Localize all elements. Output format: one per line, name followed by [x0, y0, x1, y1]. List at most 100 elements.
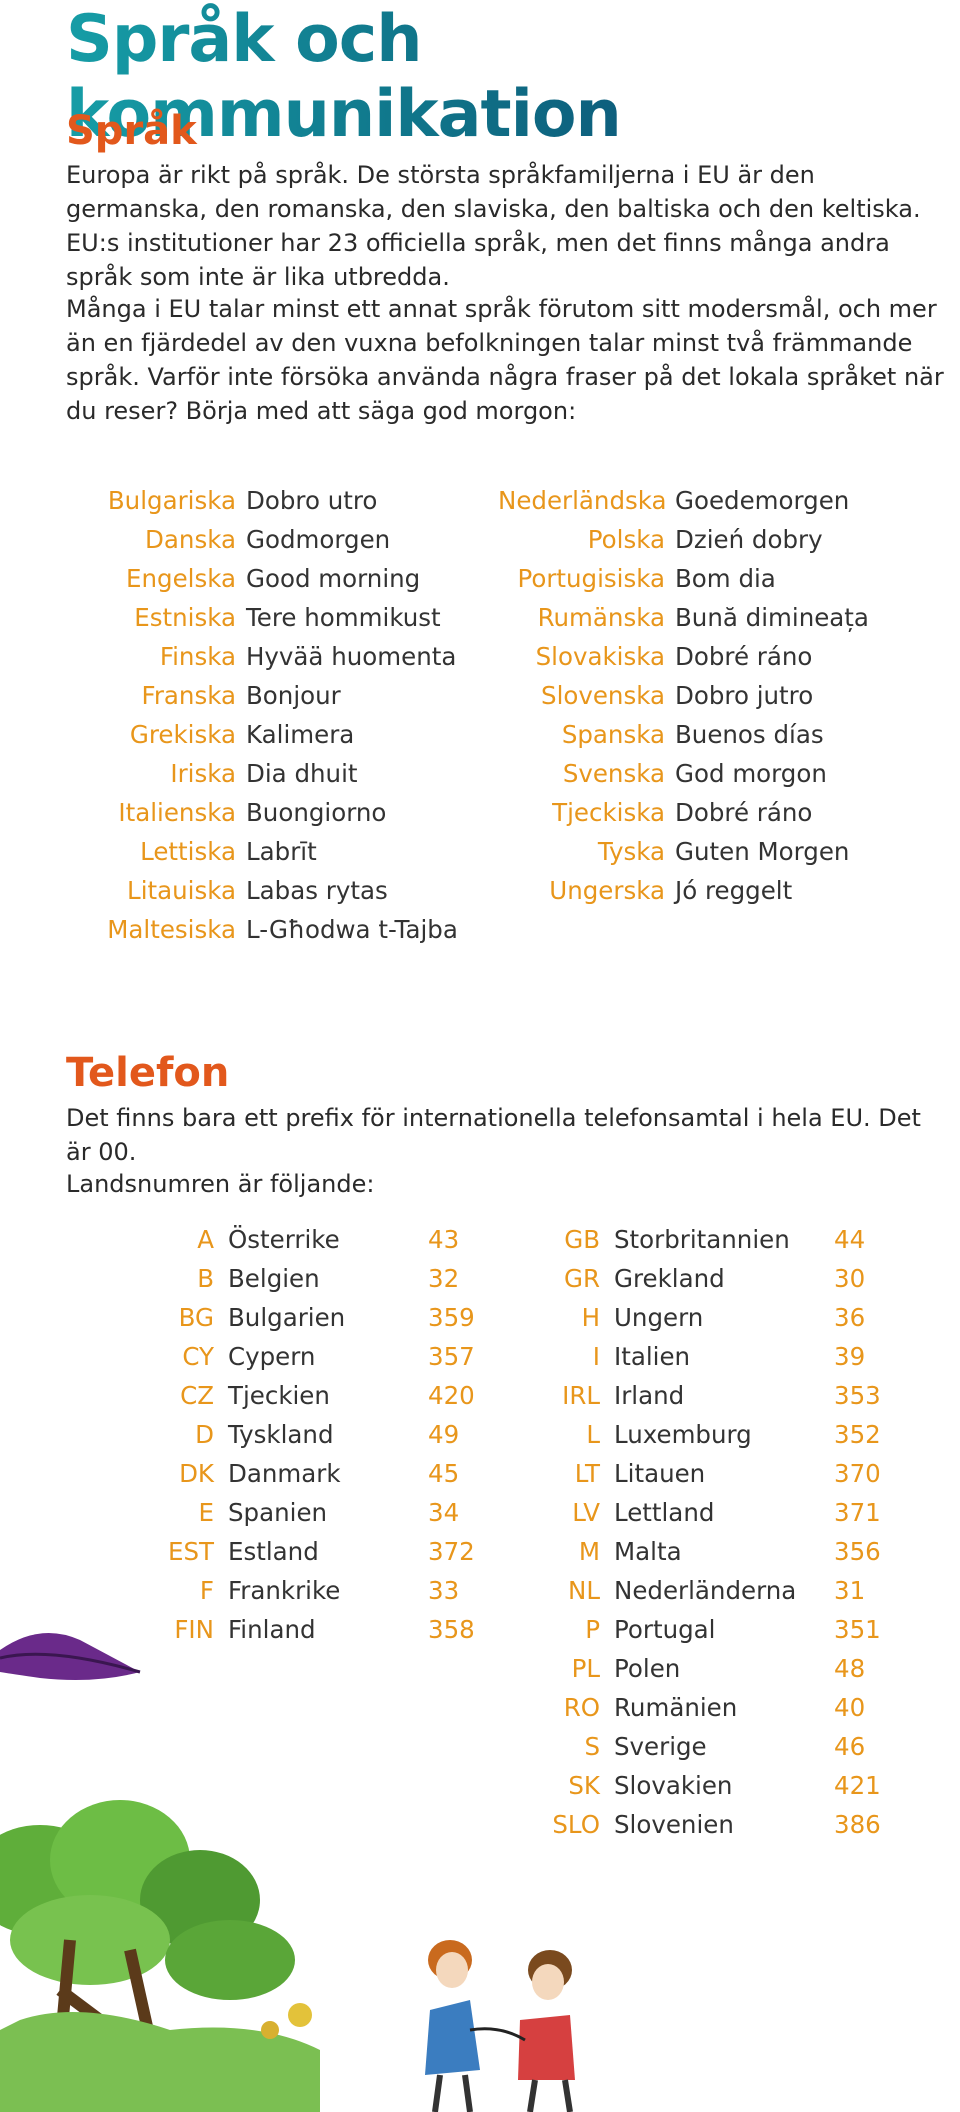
- greeting-text: Good morning: [246, 564, 421, 593]
- dialing-code: 421: [834, 1771, 881, 1800]
- country-row: B Belgien 32: [150, 1259, 475, 1298]
- greeting-text: Guten Morgen: [675, 837, 850, 866]
- country-name: Bulgarien: [228, 1303, 346, 1332]
- greeting-row: Rumänska Bună dimineața: [498, 598, 869, 637]
- sprak-paragraph-1: Europa är rikt på språk. De största språ…: [66, 161, 921, 291]
- country-row: RO Rumänien 40: [540, 1688, 881, 1727]
- dialing-code: 359: [428, 1303, 475, 1332]
- tree-illustration: [0, 1800, 320, 2112]
- greeting-text: Labas rytas: [246, 876, 388, 905]
- greeting-row: Finska Hyvää huomenta: [96, 637, 458, 676]
- country-row: NL Nederländerna 31: [540, 1571, 881, 1610]
- country-row: EST Estland 372: [150, 1532, 475, 1571]
- country-row: L Luxemburg 352: [540, 1415, 880, 1454]
- country-code: DK: [179, 1459, 214, 1488]
- greeting-row: Slovenska Dobro jutro: [498, 676, 869, 715]
- country-row: IRL Irland 353: [540, 1376, 881, 1415]
- language-name: Tyska: [597, 837, 665, 866]
- country-name: Grekland: [614, 1264, 725, 1293]
- dialing-code: 40: [834, 1693, 866, 1722]
- greeting-text: Jó reggelt: [675, 876, 793, 905]
- country-name: Tyskland: [228, 1420, 334, 1449]
- country-name: Nederländerna: [614, 1576, 797, 1605]
- language-name: Spanska: [561, 720, 665, 749]
- greetings-list-left: Bulgariska Dobro utro Danska Godmorgen Engel…: [96, 481, 458, 949]
- sprak-paragraph-2: Många i EU talar minst ett annat språk f…: [66, 295, 944, 425]
- country-code: M: [578, 1537, 600, 1566]
- greeting-row: Nederländska Goedemorgen: [498, 481, 869, 520]
- greeting-row: Portugisiska Bom dia: [498, 559, 869, 598]
- country-code: BG: [178, 1303, 214, 1332]
- language-name: Portugisiska: [517, 564, 665, 593]
- country-code: EST: [168, 1537, 214, 1566]
- dialing-code: 372: [428, 1537, 475, 1566]
- telefon-paragraph-1: Det finns bara ett prefix för internatio…: [66, 1104, 921, 1166]
- country-name: Lettland: [614, 1498, 715, 1527]
- country-row: P Portugal 351: [540, 1610, 881, 1649]
- country-name: Spanien: [228, 1498, 328, 1527]
- country-row: S Sverige 46: [540, 1727, 881, 1766]
- greeting-text: Hyvää huomenta: [246, 642, 457, 671]
- dialing-code: 356: [834, 1537, 881, 1566]
- country-name: Sverige: [614, 1732, 707, 1761]
- section-heading-sprak: Språk: [66, 108, 197, 154]
- dialing-code: 49: [428, 1420, 460, 1449]
- country-name: Italien: [614, 1342, 691, 1371]
- greeting-row: Iriska Dia dhuit: [96, 754, 458, 793]
- greeting-row: Italienska Buongiorno: [96, 793, 458, 832]
- greeting-text: Kalimera: [246, 720, 355, 749]
- greeting-row: Engelska Good morning: [96, 559, 458, 598]
- dialing-code: 48: [834, 1654, 866, 1683]
- greeting-text: Godmorgen: [246, 525, 391, 554]
- country-row: LT Litauen 370: [540, 1454, 881, 1493]
- country-name: Cypern: [228, 1342, 316, 1371]
- greeting-row: Ungerska Jó reggelt: [498, 871, 869, 910]
- greeting-row: Danska Godmorgen: [96, 520, 458, 559]
- dialing-code: 43: [428, 1225, 460, 1254]
- language-name: Litauiska: [127, 876, 236, 905]
- greeting-row: Svenska God morgon: [498, 754, 869, 793]
- language-name: Tjeckiska: [552, 798, 665, 827]
- country-name: Danmark: [228, 1459, 341, 1488]
- language-name: Italienska: [118, 798, 236, 827]
- country-name: Portugal: [614, 1615, 716, 1644]
- country-row: I Italien 39: [540, 1337, 881, 1376]
- dialing-code: 30: [834, 1264, 866, 1293]
- dialing-code: 44: [834, 1225, 866, 1254]
- language-name: Polska: [587, 525, 665, 554]
- language-name: Grekiska: [129, 720, 236, 749]
- language-name: Franska: [141, 681, 236, 710]
- greeting-row: Bulgariska Dobro utro: [96, 481, 458, 520]
- dialing-code: 34: [428, 1498, 460, 1527]
- greeting-text: Goedemorgen: [675, 486, 850, 515]
- dialing-code: 36: [834, 1303, 866, 1332]
- greeting-text: Bonjour: [246, 681, 341, 710]
- country-name: Estland: [228, 1537, 319, 1566]
- greeting-row: Tyska Guten Morgen: [498, 832, 869, 871]
- language-name: Svenska: [562, 759, 665, 788]
- country-code: B: [197, 1264, 214, 1293]
- dialing-code: 371: [834, 1498, 881, 1527]
- children-illustration: [425, 1940, 575, 2112]
- country-name: Rumänien: [614, 1693, 738, 1722]
- greeting-text: God morgon: [675, 759, 827, 788]
- greeting-text: Dobré ráno: [675, 798, 813, 827]
- dialing-code: 46: [834, 1732, 866, 1761]
- country-code: IRL: [562, 1381, 600, 1410]
- country-name: Litauen: [614, 1459, 706, 1488]
- language-name: Engelska: [126, 564, 236, 593]
- country-row: F Frankrike 33: [150, 1571, 475, 1610]
- greeting-row: Grekiska Kalimera: [96, 715, 458, 754]
- greeting-text: L-Għodwa t-Tajba: [246, 915, 458, 944]
- country-row: M Malta 356: [540, 1532, 881, 1571]
- country-code: L: [586, 1420, 600, 1449]
- country-code: SLO: [552, 1810, 600, 1839]
- greeting-text: Bom dia: [675, 564, 776, 593]
- greeting-row: Slovakiska Dobré ráno: [498, 637, 869, 676]
- greetings-list-right: Nederländska Goedemorgen Polska Dzień dobry…: [498, 481, 869, 910]
- dialing-code: 357: [428, 1342, 475, 1371]
- greeting-text: Bună dimineața: [675, 603, 869, 632]
- country-code: GR: [563, 1264, 600, 1293]
- country-code: RO: [563, 1693, 600, 1722]
- country-row: BG Bulgarien 359: [150, 1298, 475, 1337]
